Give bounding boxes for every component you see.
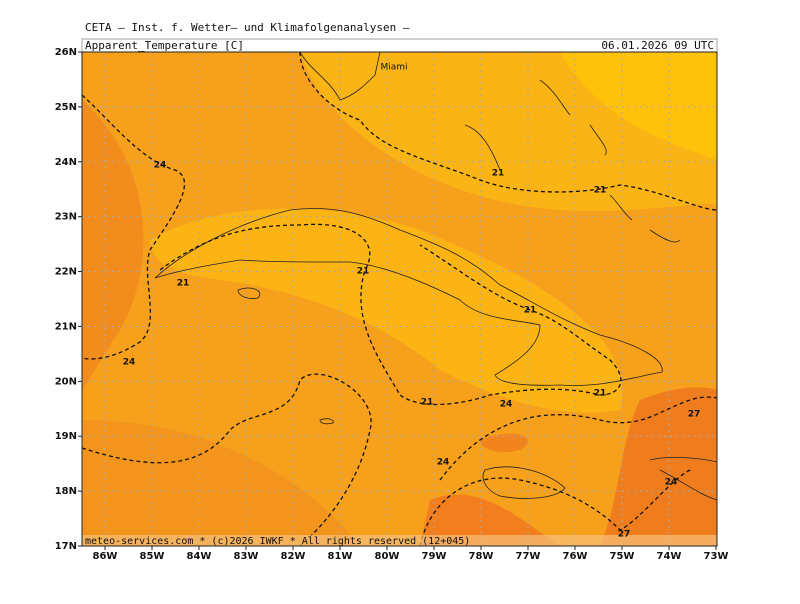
x-tick-label: 75W (610, 551, 635, 562)
contour-label: 21 (594, 389, 607, 399)
field (82, 52, 717, 546)
y-tick-label: 21N (55, 321, 77, 332)
x-tick-label: 84W (187, 551, 212, 562)
contour-label: 27 (618, 530, 631, 540)
x-tick-label: 83W (234, 551, 259, 562)
institute: CETA – Inst. f. Wetter– und Klimafolgena… (85, 21, 410, 34)
y-tick-label: 23N (55, 212, 77, 223)
graticule (82, 52, 717, 546)
x-tick-label: 79W (422, 551, 447, 562)
frame (81, 51, 718, 547)
x-tick-label: 73W (704, 551, 729, 562)
y-tick-label: 18N (55, 486, 77, 497)
contour-label: 24 (500, 400, 513, 410)
contour-label: 24 (437, 458, 450, 468)
y-tick-label: 26N (55, 47, 77, 58)
contour-label: 27 (688, 410, 701, 420)
contour-label: 21 (492, 169, 505, 179)
coastlines (154, 52, 717, 501)
x-tick-label: 77W (516, 551, 541, 562)
city-label: Miami (380, 63, 407, 73)
x-tick-label: 74W (657, 551, 682, 562)
contour-label: 21 (594, 186, 607, 196)
y-tick-label: 24N (55, 157, 77, 168)
valid-time: 06.01.2026 09 UTC (601, 39, 714, 52)
contour-label: 24 (665, 478, 678, 488)
contours (82, 52, 717, 546)
y-tick-label: 20N (55, 376, 77, 387)
variable: Apparent_Temperature [C] (85, 39, 244, 52)
x-tick-label: 81W (328, 551, 353, 562)
x-tick-label: 80W (375, 551, 400, 562)
contour-label: 21 (524, 306, 537, 316)
x-tick-label: 78W (469, 551, 494, 562)
contour-label: 24 (154, 161, 167, 171)
contour-label: 24 (123, 358, 136, 368)
contour-label: 21 (421, 398, 434, 408)
x-tick-label: 85W (140, 551, 165, 562)
footer-bar (82, 535, 717, 546)
y-tick-label: 17N (55, 541, 77, 552)
x-tick-label: 86W (93, 551, 118, 562)
contour-label: 21 (357, 267, 370, 277)
y-tick-label: 22N (55, 267, 77, 278)
contour-label: 21 (177, 279, 190, 289)
x-tick-label: 76W (563, 551, 588, 562)
y-tick-label: 19N (55, 431, 77, 442)
y-tick-label: 25N (55, 102, 77, 113)
x-tick-label: 82W (281, 551, 306, 562)
footer: meteo-services.com * (c)2026 IWKF * All … (85, 536, 470, 547)
